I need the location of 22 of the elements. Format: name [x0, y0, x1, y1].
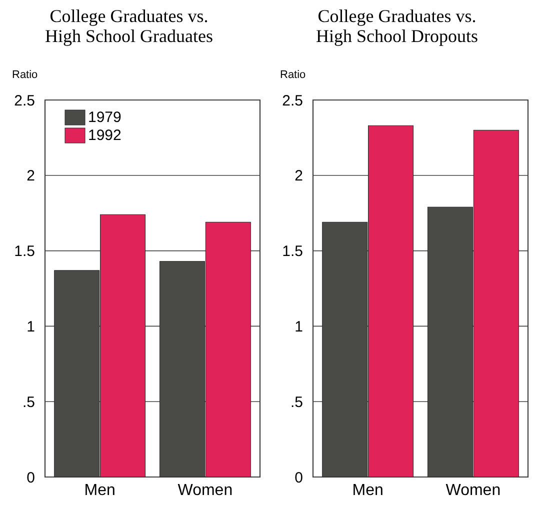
chart-title: College Graduates vs. High School Graduates [45, 6, 213, 46]
legend-label: 1992 [88, 127, 122, 144]
y-axis-title: Ratio [12, 69, 38, 81]
y-tick-label: 2 [294, 168, 303, 185]
y-tick-label: 0 [26, 469, 35, 486]
y-tick-label: 0 [294, 469, 303, 486]
legend-label: 1979 [88, 109, 122, 126]
x-tick-label: Women [446, 482, 501, 499]
y-tick-label: 2.5 [14, 92, 35, 110]
y-tick-label: 2.5 [282, 92, 303, 110]
y-tick-label: 1.5 [282, 243, 303, 260]
y-tick-label: 1.5 [14, 243, 35, 260]
y-tick-label: 1 [26, 318, 35, 336]
x-tick-label: Women [178, 482, 233, 499]
chart-title: College Graduates vs. High School Dropouts [316, 6, 478, 46]
y-tick-label: .5 [290, 394, 303, 411]
x-tick-label: Men [352, 482, 384, 499]
y-tick-label: 2 [26, 168, 35, 185]
y-tick-label: 1 [294, 318, 303, 336]
x-tick-label: Men [84, 482, 116, 499]
y-axis-title: Ratio [280, 69, 306, 81]
y-tick-label: .5 [22, 394, 35, 411]
